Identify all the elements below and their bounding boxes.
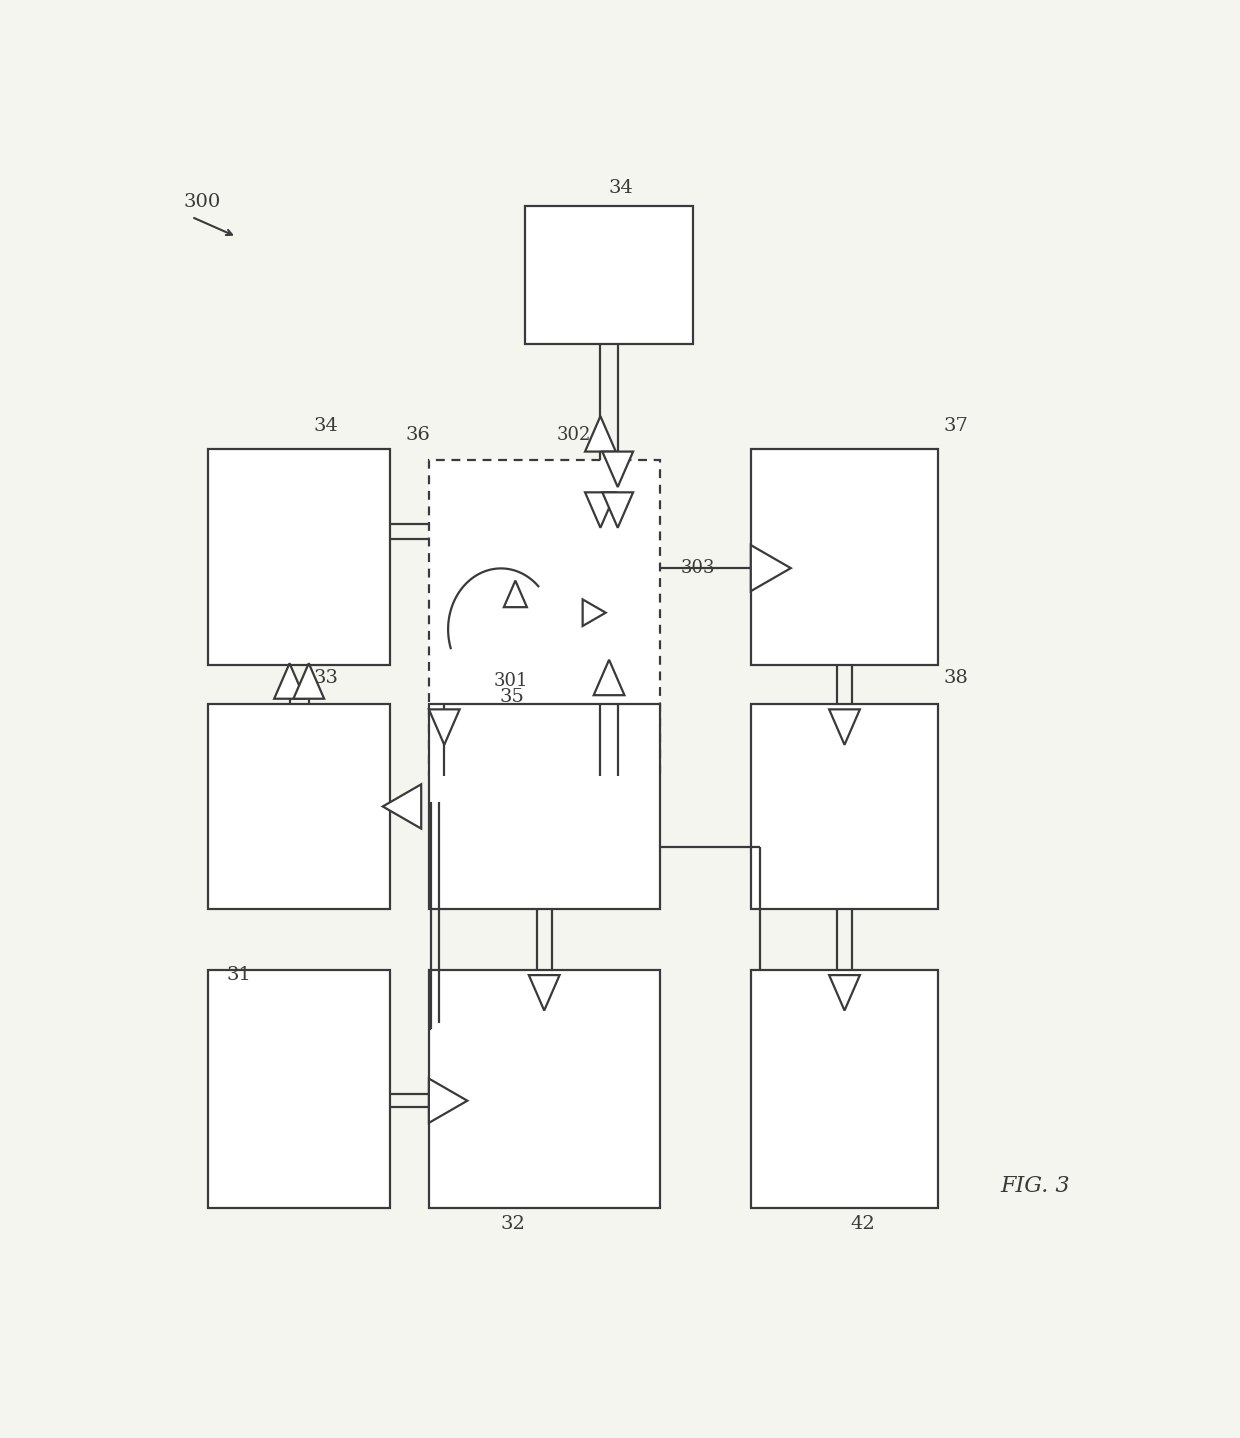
Text: 31: 31	[226, 966, 250, 984]
FancyBboxPatch shape	[208, 450, 391, 666]
Text: 36: 36	[405, 426, 430, 444]
Text: 37: 37	[942, 417, 968, 434]
FancyBboxPatch shape	[429, 969, 660, 1208]
Text: 38: 38	[942, 670, 968, 687]
Polygon shape	[603, 452, 634, 487]
Text: 32: 32	[501, 1215, 526, 1234]
FancyBboxPatch shape	[208, 705, 391, 909]
Polygon shape	[594, 660, 625, 695]
Text: 302: 302	[557, 426, 591, 444]
Polygon shape	[503, 581, 527, 607]
Polygon shape	[585, 416, 616, 452]
Polygon shape	[603, 492, 634, 528]
Text: 300: 300	[184, 193, 221, 211]
Text: 42: 42	[851, 1215, 875, 1234]
FancyBboxPatch shape	[751, 969, 939, 1208]
Text: 303: 303	[681, 559, 715, 577]
Polygon shape	[585, 492, 616, 528]
Polygon shape	[830, 709, 859, 745]
Text: 34: 34	[609, 178, 634, 197]
Polygon shape	[429, 709, 460, 745]
FancyBboxPatch shape	[429, 460, 660, 777]
Text: 33: 33	[314, 670, 339, 687]
Text: 35: 35	[498, 689, 525, 706]
Polygon shape	[429, 1078, 467, 1123]
FancyBboxPatch shape	[429, 705, 660, 909]
Text: 34: 34	[314, 417, 339, 434]
Polygon shape	[751, 545, 791, 591]
Text: 301: 301	[494, 672, 528, 690]
FancyBboxPatch shape	[751, 705, 939, 909]
FancyBboxPatch shape	[208, 969, 391, 1208]
Polygon shape	[383, 784, 422, 828]
FancyBboxPatch shape	[751, 450, 939, 666]
Polygon shape	[294, 663, 324, 699]
Polygon shape	[830, 975, 859, 1011]
Polygon shape	[274, 663, 305, 699]
Polygon shape	[583, 600, 605, 626]
Polygon shape	[528, 975, 559, 1011]
FancyBboxPatch shape	[525, 206, 693, 344]
Text: FIG. 3: FIG. 3	[1001, 1175, 1070, 1196]
